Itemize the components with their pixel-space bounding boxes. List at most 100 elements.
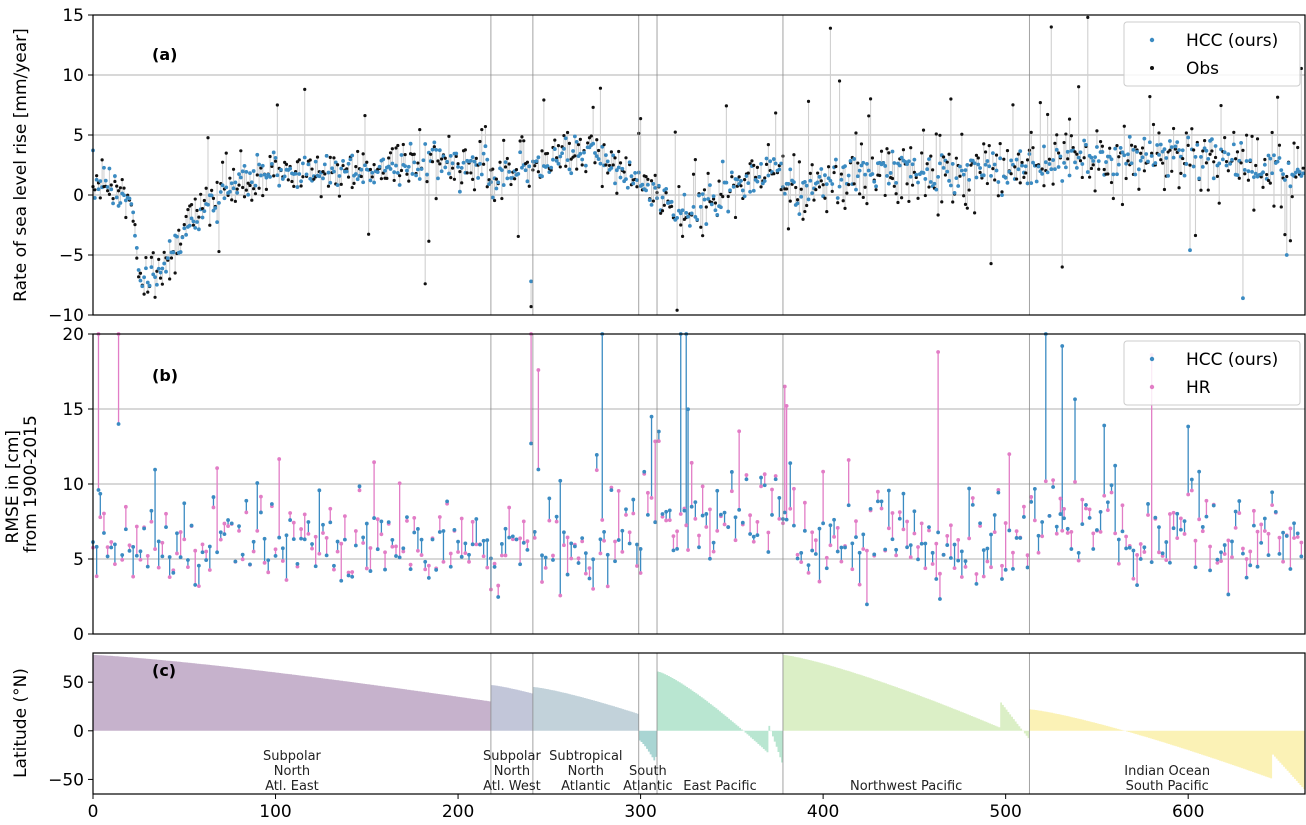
hcc-rate-point xyxy=(567,167,572,172)
region-label-line: Subtropical xyxy=(549,749,622,764)
hcc-rate-point xyxy=(518,150,523,155)
hr-point xyxy=(602,538,606,543)
hr-point xyxy=(1007,452,1012,457)
hcc-rate-point xyxy=(160,266,165,271)
obs-point xyxy=(244,188,248,192)
hr-point xyxy=(711,549,716,554)
hr-point xyxy=(361,541,366,545)
hr-point xyxy=(799,560,804,565)
hcc-rate-point xyxy=(618,175,623,180)
hcc-rate-point xyxy=(746,181,751,186)
hcc-rate-point xyxy=(742,194,747,199)
hcc-rate-point xyxy=(994,168,999,173)
hcc-rmse-point xyxy=(131,544,136,549)
hcc-rate-point xyxy=(231,186,236,191)
obs-point xyxy=(996,194,1000,198)
hcc-rate-point xyxy=(1251,175,1256,180)
hcc-rate-point xyxy=(341,158,345,163)
hcc-rate-point xyxy=(1158,142,1163,147)
hr-point xyxy=(627,530,632,535)
obs-point xyxy=(976,156,980,160)
hcc-rmse-point xyxy=(160,554,165,559)
obs-point xyxy=(598,86,603,90)
hcc-rmse-point xyxy=(222,532,227,537)
hcc-rate-point xyxy=(501,183,506,187)
obs-point xyxy=(286,178,290,182)
hr-point xyxy=(766,530,771,535)
hcc-rate-point xyxy=(1284,253,1289,257)
obs-point xyxy=(779,188,783,192)
hcc-rate-point xyxy=(870,172,875,176)
hr-point xyxy=(138,557,143,562)
hcc-rate-point xyxy=(269,161,274,166)
hr-point xyxy=(1146,513,1150,517)
hcc-rate-point xyxy=(330,166,335,171)
hr-point xyxy=(499,553,504,558)
obs-point xyxy=(438,162,442,166)
obs-point xyxy=(403,153,407,157)
hcc-rmse-point xyxy=(470,542,475,547)
hcc-rmse-point xyxy=(1292,521,1296,526)
region-label-line: Atlantic xyxy=(561,779,610,794)
hcc-rmse-point xyxy=(748,532,753,536)
hcc-rate-point xyxy=(936,175,941,179)
hr-point xyxy=(350,570,355,574)
obs-point xyxy=(721,194,725,199)
obs-point xyxy=(885,147,889,151)
hcc-rmse-point xyxy=(405,515,409,520)
hcc-rmse-point xyxy=(233,559,238,564)
hr-point xyxy=(1116,561,1121,566)
obs-point xyxy=(527,184,531,188)
obs-point xyxy=(609,150,613,154)
obs-point xyxy=(1111,196,1115,201)
hcc-rate-point xyxy=(729,170,734,175)
hcc-rate-point xyxy=(251,169,256,173)
panel-c-xtick-label: 500 xyxy=(989,802,1021,822)
obs-point xyxy=(224,151,228,155)
hcc-rate-point xyxy=(388,167,393,171)
obs-point xyxy=(137,275,141,279)
hr-point xyxy=(850,567,855,572)
panel-a-legend: HCC (ours) Obs xyxy=(1123,21,1301,87)
hcc-rate-point xyxy=(848,159,853,163)
obs-point xyxy=(1031,146,1035,150)
hr-point xyxy=(339,541,344,546)
obs-point xyxy=(638,117,643,121)
hcc-rate-point xyxy=(941,165,946,170)
obs-point xyxy=(416,161,420,165)
obs-point xyxy=(392,178,396,183)
obs-point xyxy=(193,197,197,201)
hr-point xyxy=(1226,538,1231,543)
hcc-rmse-point xyxy=(1244,575,1249,580)
obs-point xyxy=(1184,131,1188,135)
hcc-rmse-point xyxy=(609,488,614,493)
obs-point xyxy=(268,154,272,159)
obs-point xyxy=(1097,167,1101,171)
obs-point xyxy=(985,181,989,186)
hcc-rmse-point xyxy=(832,517,836,522)
hr-point xyxy=(357,488,362,493)
obs-point xyxy=(106,189,110,193)
hcc-rmse-point xyxy=(1007,528,1012,533)
hr-point xyxy=(178,530,183,534)
hcc-rmse-point xyxy=(620,528,625,533)
hcc-rate-point xyxy=(1053,167,1057,172)
obs-point xyxy=(346,175,351,179)
obs-point xyxy=(774,111,778,115)
hr-point xyxy=(123,504,128,509)
obs-point xyxy=(332,156,336,160)
obs-point xyxy=(1016,152,1021,156)
hcc-rate-point xyxy=(348,157,353,162)
obs-point xyxy=(892,184,896,188)
hcc-rmse-point xyxy=(1105,500,1110,505)
hcc-rate-point xyxy=(184,232,188,237)
hcc-rate-point xyxy=(978,166,982,170)
hcc-rmse-point xyxy=(861,532,866,537)
obs-point xyxy=(235,187,239,191)
hcc-rate-point xyxy=(885,174,889,178)
obs-point xyxy=(1213,155,1218,160)
obs-point xyxy=(1064,132,1068,136)
hr-point xyxy=(846,458,851,462)
